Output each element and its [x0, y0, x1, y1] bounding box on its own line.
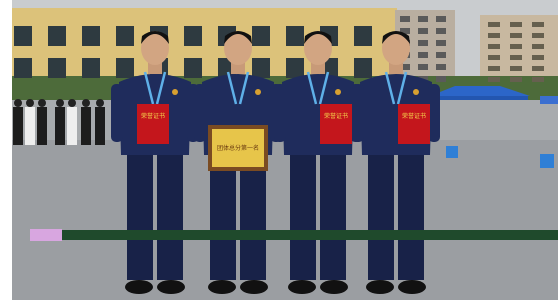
window: [184, 58, 202, 78]
window: [436, 76, 446, 82]
window: [252, 26, 270, 46]
window: [488, 77, 500, 82]
bystander: [37, 107, 47, 145]
window: [14, 58, 32, 78]
window: [418, 16, 428, 22]
window: [532, 77, 544, 82]
shoe: [157, 280, 185, 294]
window: [184, 26, 202, 46]
window: [48, 58, 66, 78]
arm: [111, 84, 123, 142]
plaque-text: 团体总分第一名: [217, 144, 259, 152]
window: [116, 26, 134, 46]
window: [14, 26, 32, 46]
window: [532, 33, 544, 38]
trousers: [157, 150, 183, 280]
window: [532, 55, 544, 60]
shoe: [240, 280, 268, 294]
window: [418, 64, 428, 70]
glitch-band: [30, 230, 558, 240]
certificate-text: 荣誉证书: [141, 112, 165, 120]
window: [82, 26, 100, 46]
certificate: [137, 104, 169, 144]
badge: [413, 89, 419, 95]
chair: [540, 154, 554, 168]
shoe: [320, 280, 348, 294]
bystander: [67, 107, 77, 145]
shoe: [366, 280, 394, 294]
window: [418, 40, 428, 46]
ground: [12, 140, 558, 300]
bystander: [38, 99, 46, 107]
window: [488, 33, 500, 38]
photo: 荣誉证书 荣誉证书 荣誉证书团体总分第一名: [0, 0, 558, 300]
bystander: [14, 99, 22, 107]
glitch-band: [30, 229, 62, 241]
window: [488, 55, 500, 60]
tent: [540, 96, 558, 104]
certificate-text: 荣誉证书: [324, 112, 348, 120]
bystander: [95, 107, 105, 145]
window: [436, 52, 446, 58]
window: [510, 55, 522, 60]
bystander: [26, 99, 34, 107]
window: [510, 44, 522, 49]
arm: [194, 84, 206, 142]
window: [116, 58, 134, 78]
trousers: [127, 150, 153, 280]
window: [82, 58, 100, 78]
window: [286, 26, 304, 46]
shoe: [288, 280, 316, 294]
certificate: [398, 104, 430, 144]
bystander: [55, 107, 65, 145]
certificate-text: 荣誉证书: [402, 112, 426, 120]
badge: [172, 89, 178, 95]
bystander: [82, 99, 90, 107]
window: [436, 64, 446, 70]
trousers: [398, 150, 424, 280]
trousers: [368, 150, 394, 280]
badge: [335, 89, 341, 95]
window: [532, 44, 544, 49]
arm: [352, 84, 364, 142]
window: [418, 28, 428, 34]
window: [48, 26, 66, 46]
window: [510, 22, 522, 27]
trousers: [320, 150, 346, 280]
bystander: [68, 99, 76, 107]
shoe: [125, 280, 153, 294]
bystander: [13, 107, 23, 145]
shoe: [398, 280, 426, 294]
bystander: [25, 107, 35, 145]
tent: [433, 96, 528, 100]
window: [436, 40, 446, 46]
arm: [274, 84, 286, 142]
window: [488, 22, 500, 27]
window: [532, 66, 544, 71]
window: [354, 26, 372, 46]
window: [488, 44, 500, 49]
window: [510, 33, 522, 38]
window: [532, 22, 544, 27]
bystander: [81, 107, 91, 145]
certificate: [320, 104, 352, 144]
window: [436, 28, 446, 34]
bystander: [96, 99, 104, 107]
window: [510, 77, 522, 82]
window: [436, 16, 446, 22]
window: [354, 58, 372, 78]
badge: [255, 89, 261, 95]
window: [510, 66, 522, 71]
window: [400, 16, 410, 22]
window: [418, 52, 428, 58]
window: [488, 66, 500, 71]
window: [286, 58, 304, 78]
trousers: [290, 150, 316, 280]
chair: [446, 146, 458, 158]
bystander: [56, 99, 64, 107]
shoe: [208, 280, 236, 294]
window: [252, 58, 270, 78]
page: 荣誉证书荣誉证书荣誉证书团体总分第一名 (() => { const data …: [0, 0, 558, 300]
